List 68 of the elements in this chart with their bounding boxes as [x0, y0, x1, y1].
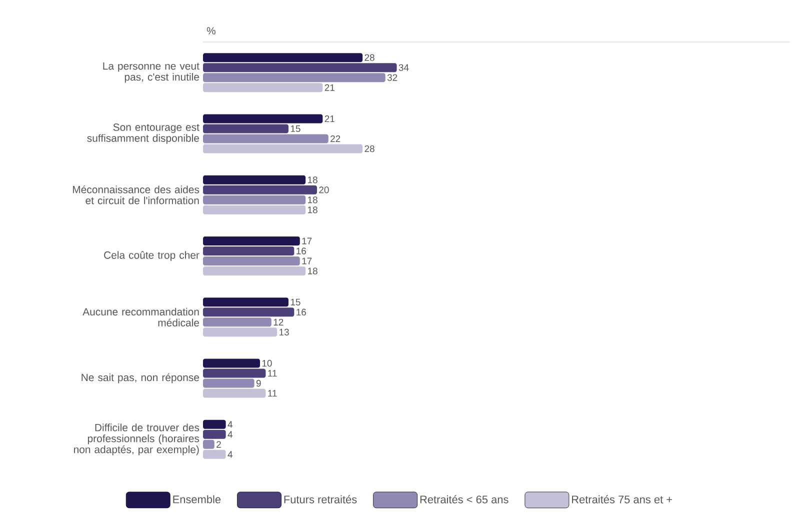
data-label: 4: [228, 431, 232, 438]
data-label: 22: [330, 135, 340, 142]
bar: [203, 185, 317, 194]
legend-label: Retraités 75 ans et +: [572, 495, 672, 504]
bar: [203, 298, 288, 307]
data-label: 13: [280, 328, 289, 336]
data-label: 18: [308, 206, 318, 214]
bar: [203, 195, 306, 204]
data-label: 11: [268, 370, 277, 377]
data-label: 21: [324, 84, 334, 91]
bar: [203, 308, 294, 317]
bar: [203, 246, 294, 256]
bar: [203, 53, 363, 62]
bar: [203, 73, 386, 82]
bar: [203, 134, 328, 144]
bar: [203, 358, 260, 368]
data-label: 18: [308, 196, 318, 204]
x-axis-title: %: [206, 27, 216, 34]
bar: [203, 63, 397, 72]
bar: [203, 236, 300, 246]
data-label: 20: [319, 186, 329, 194]
bar: [203, 83, 323, 92]
y-tick-label: Son entourage est suffisamment disponible: [87, 124, 200, 144]
data-label: 18: [308, 176, 318, 184]
bar: [203, 205, 306, 214]
bar: [203, 175, 306, 184]
data-label: 34: [398, 64, 409, 71]
bar: [203, 378, 254, 388]
bar: [203, 114, 323, 124]
data-label: 21: [324, 115, 334, 122]
y-tick-label: Méconnaissance des aides et circuit de l'information: [73, 185, 200, 204]
bar: [203, 368, 266, 378]
y-tick-label: Aucune recommandation médicale: [82, 308, 200, 326]
bar: [203, 256, 300, 266]
y-tick-label: Cela coûte trop cher: [104, 251, 200, 261]
data-label: 28: [364, 145, 374, 152]
data-label: 4: [228, 421, 232, 428]
legend-label: Retraités < 65 ans: [420, 495, 508, 504]
data-label: 16: [296, 248, 306, 254]
data-label: 17: [302, 238, 312, 244]
data-label: 12: [274, 318, 284, 326]
bar: [203, 266, 306, 276]
data-label: 10: [262, 360, 272, 367]
data-label: 9: [256, 380, 261, 387]
bar: [203, 388, 266, 398]
data-label: 15: [290, 298, 300, 306]
bar: [203, 124, 288, 134]
data-label: 4: [228, 451, 232, 458]
data-label: 32: [387, 74, 398, 81]
legend-label: Futurs retraités: [284, 495, 357, 504]
bar: [203, 420, 226, 429]
data-label: 11: [268, 390, 277, 397]
data-label: 28: [364, 54, 374, 61]
data-label: 18: [308, 268, 318, 274]
legend-label: Ensemble: [173, 495, 221, 504]
y-tick-label: Difficile de trouver des professionnels (horaires non adaptés, par exemple): [74, 424, 200, 456]
y-tick-label: Ne sait pas, non réponse: [82, 373, 199, 384]
bar: [203, 328, 278, 337]
data-label: 16: [296, 308, 306, 316]
data-label: 17: [302, 258, 312, 264]
bar: [203, 450, 226, 459]
data-label: 2: [216, 441, 221, 448]
data-label: 15: [290, 125, 300, 132]
bar: [203, 440, 214, 449]
bar: [203, 318, 272, 327]
bar: [203, 144, 363, 154]
bar: [203, 430, 226, 439]
y-tick-label: La personne ne veut pas, c'est inutile: [103, 62, 200, 83]
